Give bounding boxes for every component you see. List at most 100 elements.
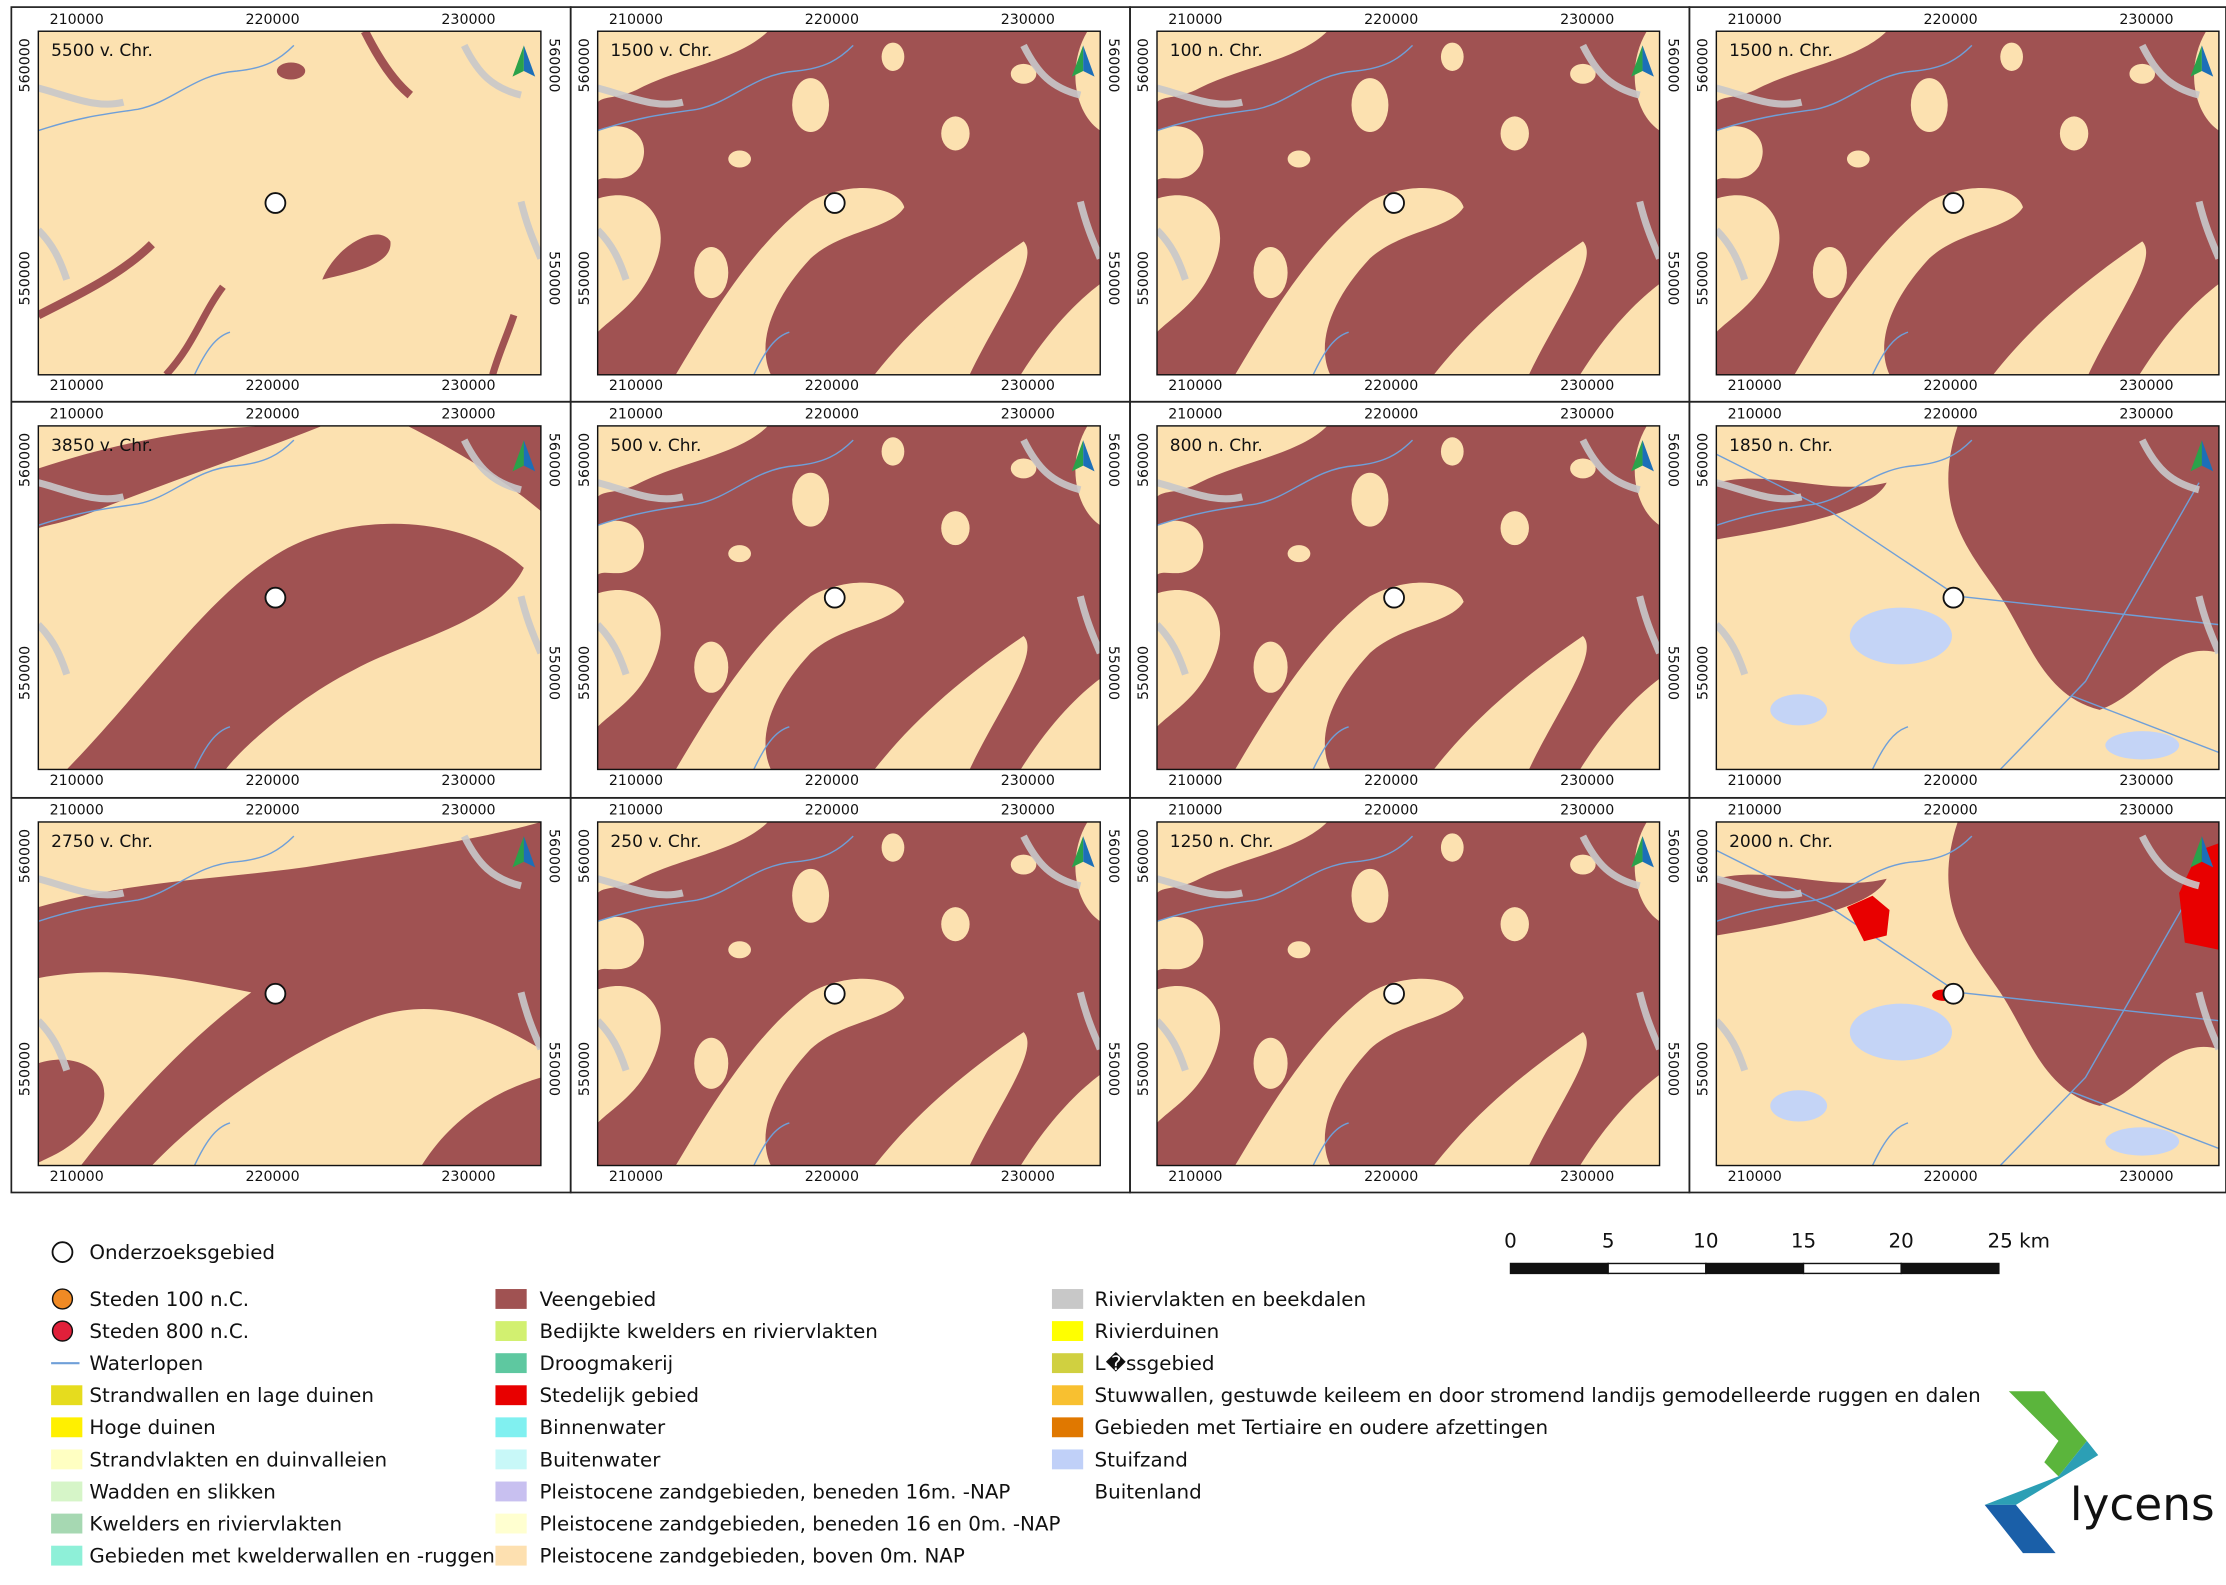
stream-valley: [1020, 834, 1082, 890]
y-tick-label: 560000: [1696, 829, 1712, 883]
map-panel: 5500 v. Chr. 210000 210000 220000 220000 2300…: [18, 12, 562, 394]
map-frame: [37, 821, 542, 1167]
legend-label: Hoge duinen: [89, 1416, 215, 1439]
sand-area: [792, 472, 830, 527]
x-tick-label: 230000: [441, 1169, 495, 1185]
road: [2071, 1091, 2219, 1150]
legend-label: Gebieden met Tertiaire en oudere afzetti…: [1095, 1416, 1549, 1439]
map-frame: [37, 30, 542, 376]
x-tick-label: 210000: [1728, 773, 1782, 789]
sand-area: [675, 978, 905, 1166]
y-tick-label: 560000: [1136, 433, 1152, 487]
x-tick-label: 230000: [2119, 773, 2173, 789]
sand-area: [1580, 678, 1660, 770]
stream-valley: [2195, 200, 2219, 260]
x-tick-label: 220000: [245, 378, 299, 394]
y-tick-label: 560000: [18, 433, 34, 487]
x-tick-label: 230000: [441, 773, 495, 789]
peat-area: [322, 234, 391, 280]
x-tick-label: 230000: [2119, 1169, 2173, 1185]
legend-study-area-symbol: [51, 1241, 74, 1263]
legend-label: Stuifzand: [1095, 1448, 1188, 1471]
study-area-marker: [1942, 982, 1965, 1005]
legend-label: Bedijkte kwelders en riviervlakten: [539, 1320, 877, 1343]
sand-area: [694, 247, 729, 299]
river: [597, 835, 854, 923]
x-tick-label: 230000: [1001, 1169, 1055, 1185]
y-tick-label: 560000: [1664, 38, 1680, 92]
legend-symbol: [51, 1320, 74, 1342]
scale-bar-label: 10: [1693, 1230, 1718, 1253]
x-tick-label: 210000: [1728, 407, 1782, 423]
legend-label: Onderzoeksgebied: [89, 1241, 275, 1264]
map-panel: 500 v. Chr. 210000 210000 220000 220000 23000…: [577, 407, 1121, 789]
legend-swatch: [495, 1545, 527, 1566]
sand-area: [874, 635, 1028, 770]
sand-area: [1157, 589, 1221, 727]
sand-area: [1910, 78, 1948, 133]
y-tick-label: 550000: [1136, 646, 1152, 700]
sand-area: [2059, 116, 2089, 151]
legend-swatch: [495, 1321, 527, 1341]
study-area-marker: [823, 586, 846, 609]
north-arrow-left: [1071, 836, 1084, 868]
north-arrow-right: [523, 45, 536, 77]
scale-bar-label: 0: [1504, 1230, 1517, 1253]
y-tick-label: 560000: [577, 829, 593, 883]
panel-label: 5500 v. Chr.: [51, 41, 153, 61]
sand-area: [1253, 1037, 1288, 1089]
stream-valley: [1716, 622, 1749, 676]
x-tick-label: 220000: [245, 12, 299, 28]
map-body: [38, 31, 541, 375]
legend-label: Strandvlakten en duinvalleien: [89, 1448, 387, 1471]
stream-valley: [1157, 1018, 1189, 1072]
stream-valley: [1716, 227, 1749, 281]
map-frame: [1715, 425, 2220, 771]
north-arrow-left: [2190, 45, 2202, 77]
x-tick-label: 220000: [1364, 12, 1418, 28]
y-tick-label: 550000: [1664, 646, 1680, 700]
river: [1716, 835, 1973, 923]
sand-area: [881, 833, 905, 862]
sand-area: [694, 1037, 729, 1089]
legend-swatch: [51, 1545, 83, 1566]
sand-area: [694, 641, 729, 693]
sand-area: [1287, 941, 1311, 959]
river: [193, 331, 231, 375]
x-tick-label: 220000: [1923, 1169, 1977, 1185]
north-arrow-left: [1071, 440, 1084, 472]
lake: [1849, 1003, 1953, 1061]
legend-label: Pleistocene zandgebieden, beneden 16 en …: [539, 1512, 1060, 1535]
river: [1157, 439, 1414, 526]
legend-label: Binnenwater: [539, 1416, 666, 1439]
stream-valley: [1157, 622, 1189, 676]
sand-area: [1010, 854, 1037, 875]
sand-area: [792, 868, 830, 923]
y-tick-label: 550000: [2224, 251, 2226, 305]
stream-valley: [1076, 595, 1101, 655]
y-tick-label: 560000: [1696, 433, 1712, 487]
stream-valley: [38, 1018, 71, 1072]
legend-swatch: [495, 1481, 527, 1502]
sand-area: [1157, 520, 1204, 575]
sand-area: [597, 520, 645, 575]
river: [1716, 44, 1973, 132]
x-tick-label: 210000: [1168, 773, 1222, 789]
sand-area: [1440, 437, 1464, 466]
x-tick-label: 230000: [2119, 803, 2173, 819]
map-panel: 2750 v. Chr. 210000 210000 220000 220000 2300…: [18, 803, 562, 1185]
river: [38, 439, 295, 526]
river: [597, 44, 854, 132]
sand-area: [1500, 907, 1529, 942]
legend-label: Rivierduinen: [1095, 1320, 1220, 1343]
legend-label: Steden 800 n.C.: [89, 1320, 249, 1343]
sand-area: [2139, 283, 2219, 375]
x-tick-label: 230000: [1001, 12, 1055, 28]
y-tick-label: 560000: [1105, 829, 1121, 883]
logo-chevron: [2008, 1391, 2087, 1477]
y-tick-label: 560000: [1664, 829, 1680, 883]
river: [1312, 331, 1349, 375]
sand-area: [2129, 63, 2156, 84]
sand-area: [675, 188, 905, 375]
north-arrow-left: [2190, 836, 2202, 868]
